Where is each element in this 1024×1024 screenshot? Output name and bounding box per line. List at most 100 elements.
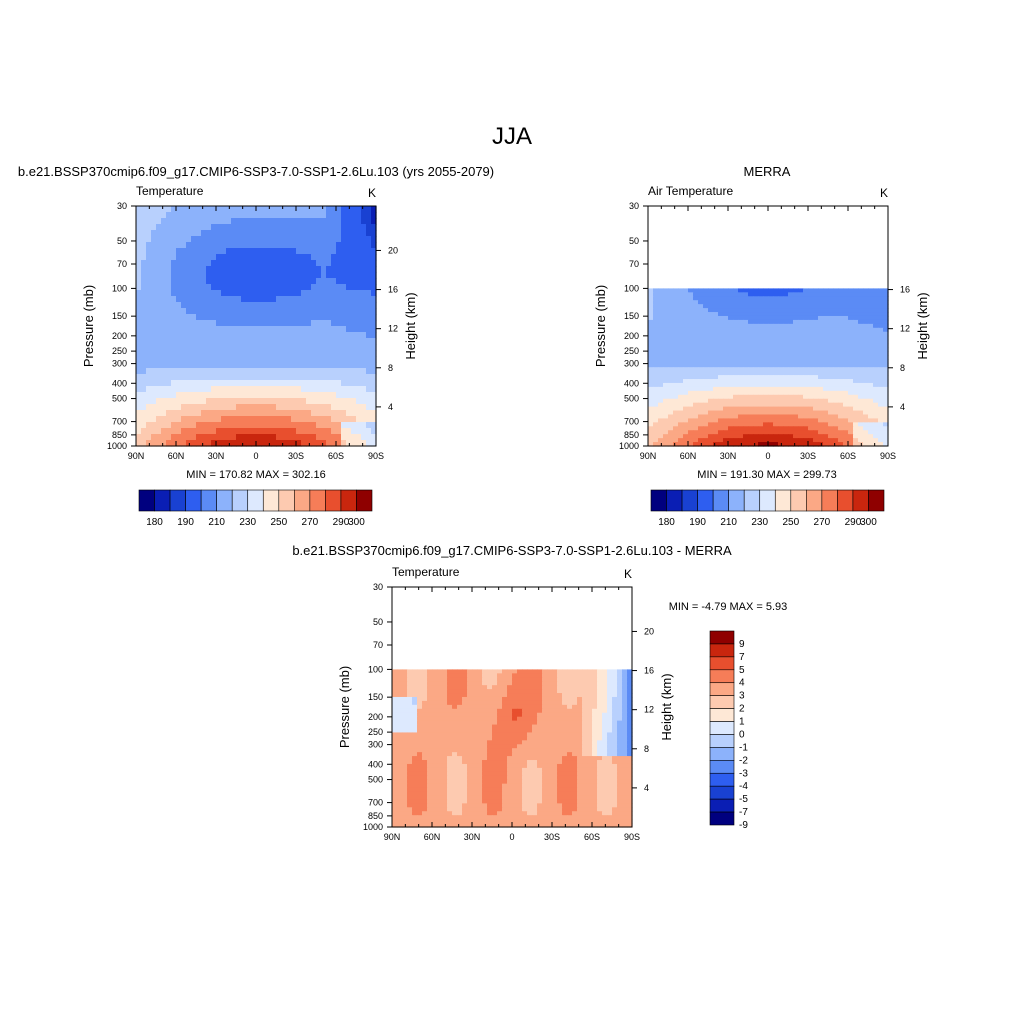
field-cell [251,278,257,285]
field-cell [191,254,197,261]
field-cell [442,704,448,710]
field-cell [738,292,744,297]
field-cell [587,693,593,698]
field-cell [371,332,377,339]
field-cell [181,320,187,327]
field-cell [507,677,513,682]
field-cell [311,404,317,411]
field-cell [803,323,809,329]
field-cell [843,406,849,412]
field-cell [166,404,172,411]
field-cell [858,418,864,423]
field-cell [678,351,684,356]
field-cell [196,392,202,399]
field-cell [783,355,789,360]
field-cell [371,296,377,303]
field-cell [587,677,593,682]
field-cell [763,434,769,439]
field-cell [743,367,749,372]
x-tick-label: 0 [253,451,258,461]
field-cell [537,720,543,726]
y-tick-label: 30 [117,201,127,211]
field-cell [427,696,433,702]
field-cell [653,390,659,396]
field-cell [587,689,593,694]
field-cell [863,394,869,400]
field-cell [883,343,889,349]
field-cell [883,422,889,427]
field-cell [306,314,312,321]
field-cell [512,724,518,730]
field-cell [542,736,548,741]
field-cell [768,323,774,329]
field-cell [151,254,157,261]
field-cell [321,344,327,351]
field-cell [306,440,312,447]
field-cell [728,292,734,297]
field-cell [658,315,664,321]
field-cell [256,428,262,435]
field-cell [221,392,227,399]
field-cell [743,304,749,309]
field-cell [166,254,172,261]
field-cell [808,422,814,427]
field-cell [236,422,242,429]
field-cell [708,327,714,333]
field-cell [532,689,538,694]
field-cell [863,438,869,443]
field-cell [527,700,533,706]
field-cell [186,350,192,357]
field-cell [161,398,167,405]
field-cell [542,740,548,745]
field-cell [713,442,719,447]
field-cell [778,363,784,368]
field-cell [878,442,884,447]
field-cell [196,380,202,387]
field-cell [497,728,503,734]
field-cell [532,673,538,678]
field-cell [878,343,884,349]
field-cell [201,266,207,273]
field-cell [191,308,197,315]
field-cell [316,356,322,363]
field-cell [778,343,784,349]
field-cell [166,242,172,249]
field-cell [868,379,874,384]
field-cell [617,736,623,741]
field-cell [833,363,839,368]
field-cell [241,398,247,405]
field-cell [266,212,272,219]
field-cell [432,736,438,741]
field-cell [612,724,618,730]
field-cell [356,404,362,411]
field-cell [728,410,734,416]
field-cell [577,708,583,714]
field-cell [161,386,167,393]
field-cell [693,347,699,353]
field-cell [366,350,372,357]
field-cell [658,367,664,372]
field-cell [341,434,347,441]
field-cell [356,368,362,375]
field-cell [231,296,237,303]
field-cell [452,673,458,678]
field-cell [366,362,372,369]
field-cell [171,242,177,249]
field-cell [231,374,237,381]
field-cell [417,700,423,706]
field-cell [828,315,834,321]
field-cell [838,379,844,384]
field-cell [748,308,754,313]
field-cell [783,406,789,412]
field-cell [477,740,483,745]
field-cell [572,740,578,745]
field-cell [156,404,162,411]
field-cell [286,236,292,243]
field-cell [437,712,443,718]
field-cell [311,398,317,405]
field-cell [191,296,197,303]
field-cell [853,323,859,329]
field-cell [878,390,884,396]
field-cell [196,266,202,273]
field-cell [612,677,618,682]
